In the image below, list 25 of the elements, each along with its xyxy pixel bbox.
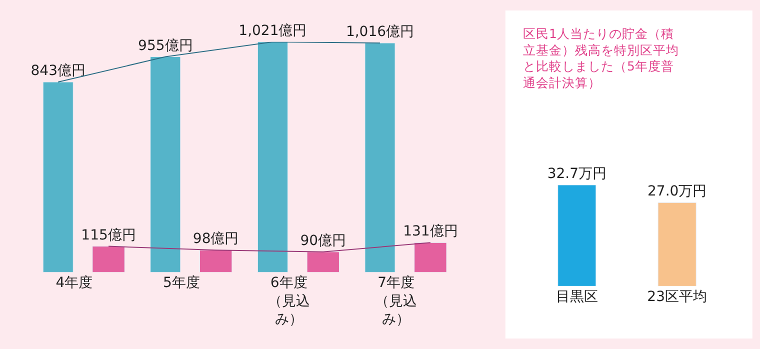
x-tick-label: 目黒区 [556,289,598,306]
data-label: 843億円 [30,63,86,80]
bar [414,242,447,272]
data-label: 98億円 [192,231,239,248]
data-label: 27.0万円 [648,184,707,200]
chart-title: 区民1人当たりの貯金（積立基金）残高を特別区平均と比較しました（5年度普通会計決算） [523,26,679,90]
x-tick-label: 4年度 [56,275,93,292]
data-label: 115億円 [81,227,136,244]
bar [92,246,125,272]
data-label: 955億円 [138,38,193,54]
x-tick-label: 7年度（見込み） [375,275,418,328]
data-label: 131億円 [403,224,458,240]
bar [364,42,396,272]
bar [200,250,232,272]
data-label: 1,016億円 [346,24,414,40]
data-label: 1,021億円 [238,22,307,39]
x-tick-label: 23区平均 [647,289,708,306]
bar [306,252,340,272]
data-label: 32.7万円 [547,166,606,182]
bar [257,42,288,272]
x-tick-label: 6年度（見込み） [268,275,310,328]
bar [150,56,181,272]
bar [42,82,74,272]
data-label: 90億円 [300,232,346,249]
x-tick-label: 5年度 [163,275,200,292]
